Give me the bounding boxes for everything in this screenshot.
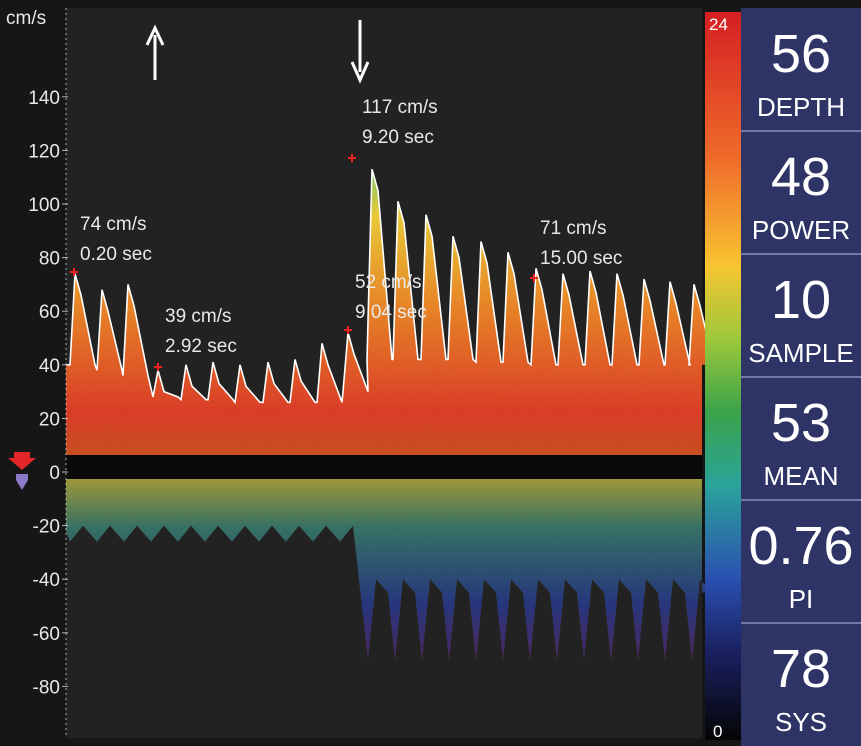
annotation-time: 0.20 sec	[80, 244, 152, 265]
y-tick-label: -40	[33, 570, 60, 591]
annotation-time: 15.00 sec	[540, 248, 622, 269]
doppler-display: cm/s 24 0 140 120 100 80 60 40 20 0 -20 -40 -60 -80…	[0, 0, 861, 746]
readout-label: POWER	[752, 215, 850, 245]
y-tick-label: 60	[39, 302, 60, 323]
y-tick-label: 20	[39, 409, 60, 430]
readout-label: DEPTH	[757, 92, 845, 122]
readout-value: 0.76	[748, 516, 853, 576]
flow-marker-blue	[16, 474, 28, 490]
annotation-speed: 74 cm/s	[80, 214, 147, 235]
annotation-speed: 71 cm/s	[540, 218, 607, 239]
annotation-speed: 52 cm/s	[355, 272, 422, 293]
colorbar-min: 0	[713, 722, 722, 741]
readout-label: PI	[789, 584, 814, 614]
y-tick-label: 0	[49, 463, 60, 484]
y-tick-label: -20	[33, 517, 60, 538]
y-tick-label: 140	[28, 88, 60, 109]
colorbar	[705, 12, 741, 740]
flow-marker-red	[8, 452, 36, 470]
axis-unit: cm/s	[6, 8, 46, 29]
readout-value: 48	[771, 147, 831, 207]
y-tick-label: 120	[28, 141, 60, 162]
y-tick-label: -80	[33, 677, 60, 698]
y-tick-label: 40	[39, 356, 60, 377]
annotation-speed: 117 cm/s	[362, 97, 438, 118]
readout-label: SAMPLE	[748, 338, 854, 368]
readout-label: MEAN	[763, 461, 838, 491]
readout-value: 78	[771, 639, 831, 699]
colorbar-max: 24	[709, 15, 728, 34]
annotation-time: 9.20 sec	[362, 127, 434, 148]
readout-label: SYS	[775, 707, 827, 737]
annotation-speed: 39 cm/s	[165, 306, 232, 327]
y-tick-label: -60	[33, 624, 60, 645]
doppler-screen: cm/s 24 0 140 120 100 80 60 40 20 0 -20 -40 -60 -80…	[0, 0, 861, 746]
readout-value: 10	[771, 270, 831, 330]
annotation-time: 9.04 sec	[355, 302, 427, 323]
y-tick-label: 80	[39, 249, 60, 270]
y-tick-label: 100	[28, 195, 60, 216]
readout-value: 53	[771, 393, 831, 453]
annotation-time: 2.92 sec	[165, 336, 237, 357]
baseline-band	[66, 455, 702, 479]
readout-value: 56	[771, 24, 831, 84]
